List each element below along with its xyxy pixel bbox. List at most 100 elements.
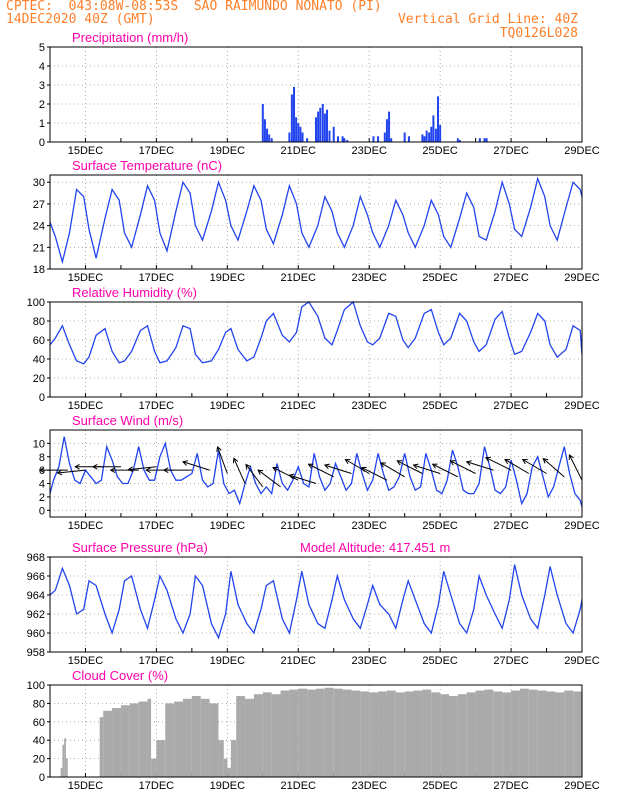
cloud-bar <box>369 692 379 777</box>
precip-xtick-label: 27DEC <box>493 145 529 157</box>
pressure-xtick-label: 23DEC <box>351 655 387 667</box>
precip-bar <box>407 136 410 142</box>
cloud-panel: Cloud Cover (%) 0 20 40 60 80 100 15DEC 17DEC 19D… <box>27 668 600 792</box>
precip-bar <box>485 138 488 142</box>
precip-bar <box>421 134 424 142</box>
cloud-bar <box>103 710 113 777</box>
precip-bar <box>456 138 459 142</box>
precip-bar <box>425 130 428 142</box>
rh-grid <box>50 301 583 398</box>
wind-arrow <box>307 463 334 478</box>
pressure-ytick-label: 958 <box>27 647 45 659</box>
precip-bar <box>268 134 271 142</box>
precip-bar <box>377 136 380 142</box>
precip-bar <box>372 136 375 142</box>
cloud-bar <box>519 688 529 777</box>
rh-ytick-label: 0 <box>39 392 45 404</box>
cloud-bar <box>502 692 512 777</box>
precip-bar <box>423 136 426 142</box>
cloud-bar <box>165 703 175 777</box>
cloud-bar <box>183 698 192 777</box>
cloud-bar <box>431 692 441 777</box>
cloud-bar <box>466 692 476 777</box>
precip-bar <box>478 138 481 142</box>
precip-bar <box>439 124 442 142</box>
cloud-bar <box>151 758 157 777</box>
wind-arrow <box>162 467 192 473</box>
pressure-xtick-label: 15DEC <box>68 655 104 667</box>
cloud-bar <box>555 692 565 777</box>
precip-bar <box>341 136 344 142</box>
wind-ytick-label: 10 <box>33 438 45 450</box>
wind-arrow <box>288 473 317 485</box>
header-code: TQ0126L028 <box>499 26 578 41</box>
wind-ytick-label: 8 <box>39 452 45 464</box>
wind-xtick-label: 19DEC <box>210 520 246 532</box>
cloud-bar <box>99 717 104 777</box>
temp-frame <box>49 174 583 270</box>
cloud-xtick-label: 29DEC <box>564 780 600 792</box>
rh-xtick-label: 27DEC <box>493 400 529 412</box>
cloud-bar <box>324 687 334 777</box>
cloud-bar <box>333 688 343 777</box>
cloud-bar <box>200 698 210 777</box>
temp-xtick-label: 29DEC <box>564 272 600 284</box>
wind-arrow <box>484 456 512 471</box>
rh-panel: Relative Humidity (%) 0 20 40 60 80 100 15DEC 17… <box>27 285 600 412</box>
precip-bar <box>388 111 391 142</box>
precip-bar <box>323 113 326 142</box>
precip-bar <box>321 104 324 142</box>
pressure-line <box>49 564 583 640</box>
cloud-bar <box>440 694 449 777</box>
temp-ytick-label: 21 <box>33 242 45 254</box>
cloud-bar <box>475 690 485 777</box>
cloud-bar <box>413 690 423 777</box>
cloud-bar <box>564 690 574 777</box>
precip-xtick-label: 17DEC <box>139 145 175 157</box>
pressure-ytick-label: 960 <box>27 628 45 640</box>
wind-xtick-label: 27DEC <box>493 520 529 532</box>
cloud-bar <box>60 767 63 777</box>
rh-ytick-label: 100 <box>27 297 45 309</box>
wind-arrow <box>245 463 264 488</box>
wind-xtick-label: 25DEC <box>422 520 458 532</box>
header-grid-note: Vertical Grid Line: 40Z <box>397 12 578 27</box>
cloud-bar <box>112 708 121 777</box>
rh-xtick-label: 17DEC <box>139 400 175 412</box>
wind-arrow <box>465 460 494 471</box>
precip-bar <box>301 132 304 142</box>
cloud-bar <box>218 740 224 777</box>
temp-xtick-label: 15DEC <box>68 272 104 284</box>
cloud-frame <box>49 684 583 778</box>
precip-xtick-label: 15DEC <box>68 145 104 157</box>
header-org-line: CPTEC: 043:08W-08:53S SAO RAIMUNDO NONAT… <box>6 0 382 14</box>
cloud-bar <box>253 694 263 777</box>
wind-arrow <box>521 458 547 474</box>
cloud-bar <box>511 690 520 777</box>
pressure-xtick-label: 27DEC <box>493 655 529 667</box>
temp-ytick-label: 27 <box>33 199 45 211</box>
precip-ytick-label: 3 <box>39 80 45 92</box>
cloud-xtick-label: 17DEC <box>139 780 175 792</box>
rh-xtick-label: 19DEC <box>210 400 246 412</box>
precip-bar <box>297 123 300 142</box>
rh-title: Relative Humidity (%) <box>72 285 197 300</box>
precip-xtick-label: 21DEC <box>281 145 317 157</box>
cloud-bar <box>457 694 467 777</box>
rh-frame <box>49 301 583 398</box>
cloud-bar <box>493 691 503 777</box>
precip-bar <box>266 128 269 142</box>
wind-arrow <box>232 457 246 484</box>
cloud-bar <box>316 688 325 777</box>
cloud-bar <box>298 688 308 777</box>
wind-arrow <box>396 460 423 474</box>
wind-title: Surface Wind (m/s) <box>72 413 183 428</box>
pressure-title: Surface Pressure (hPa) <box>72 540 208 555</box>
pressure-ytick-label: 964 <box>27 590 45 602</box>
precip-bar <box>295 117 298 142</box>
wind-ytick-label: 6 <box>39 465 45 477</box>
pressure-xtick-label: 21DEC <box>281 655 317 667</box>
precip-ytick-label: 2 <box>39 99 45 111</box>
